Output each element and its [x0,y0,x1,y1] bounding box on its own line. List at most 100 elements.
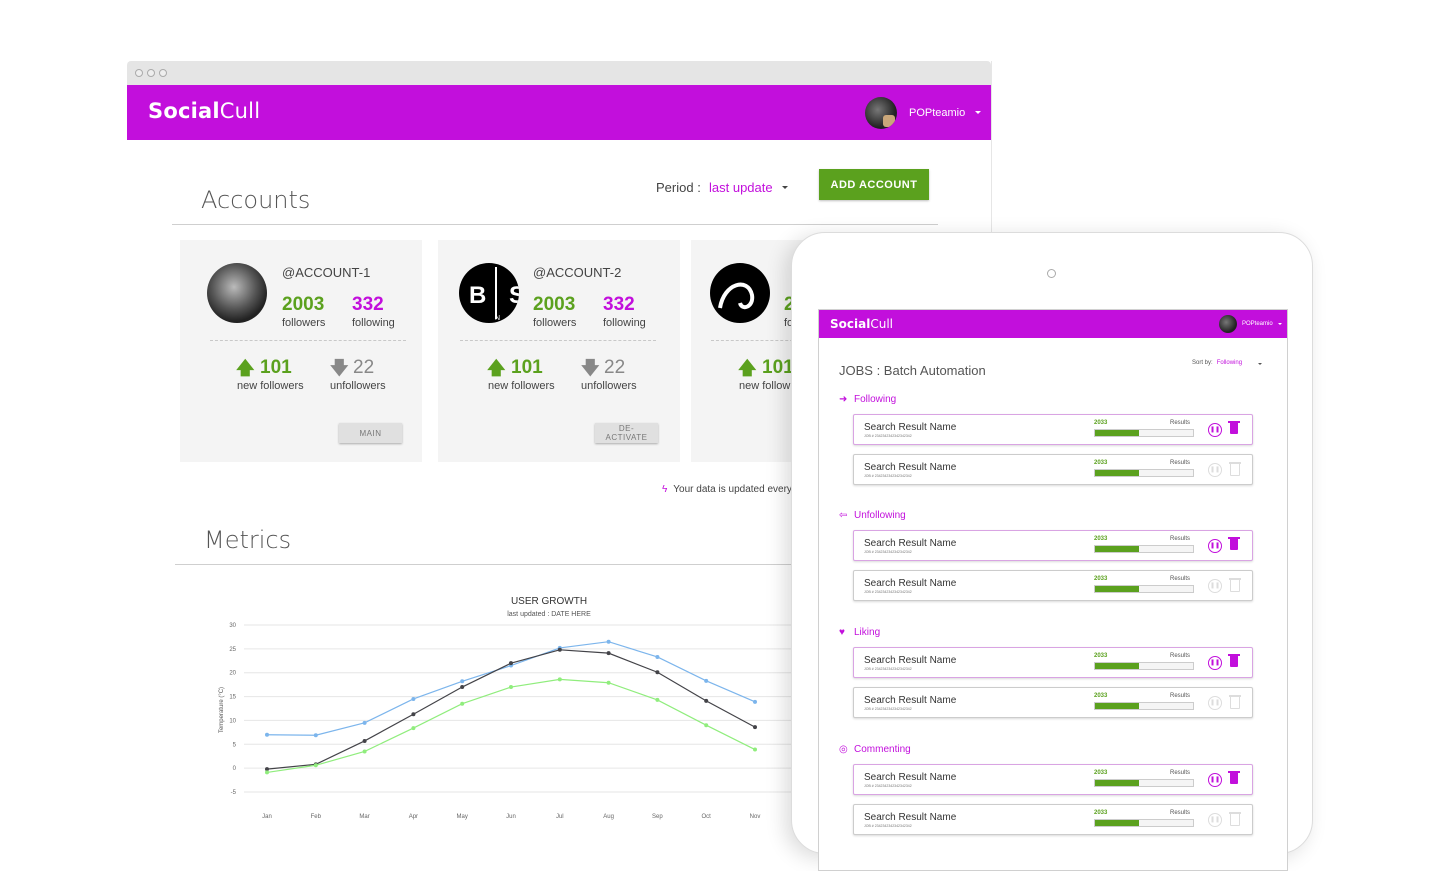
pause-icon[interactable]: ❚❚ [1208,696,1222,710]
app-logo[interactable]: SocialCull [148,99,260,123]
chevron-down-icon[interactable] [782,186,788,189]
sort-dropdown[interactable]: Sort by: Following [1192,360,1242,366]
job-name: Search Result Name [864,462,957,473]
window-minimize-dot[interactable] [147,69,155,77]
jobs-title: JOBS : Batch Automation [839,363,986,378]
top-navbar: SocialCull POPteamio [127,85,991,140]
deactivate-button[interactable]: DE-ACTIVATE [595,423,658,443]
trash-icon[interactable] [1228,654,1240,667]
job-row[interactable]: Search Result Name JOB # 2342342342342342… [853,570,1253,601]
job-count: 2033 [1094,460,1108,466]
data-point[interactable] [265,732,269,737]
data-point[interactable] [509,685,513,690]
chevron-down-icon[interactable] [975,111,981,114]
data-point[interactable] [265,767,269,772]
period-label: Period : [656,180,701,195]
user-avatar[interactable] [1219,315,1237,333]
trash-icon[interactable] [1229,578,1241,592]
user-name[interactable]: POPteamio [909,107,966,119]
account-avatar[interactable] [207,263,267,323]
data-point[interactable] [411,696,416,701]
trash-icon[interactable] [1229,462,1241,476]
pause-icon[interactable]: ❚❚ [1208,463,1222,477]
job-group-label: Commenting [854,744,911,755]
job-row[interactable]: Search Result Name JOB # 2342342342342342… [853,414,1253,445]
job-progress-fill [1095,663,1140,669]
job-row[interactable]: Search Result Name JOB # 2342342342342342… [853,687,1253,718]
pause-icon[interactable]: ❚❚ [1208,773,1222,787]
data-point[interactable] [557,677,562,682]
trash-icon[interactable] [1228,537,1240,550]
window-maximize-dot[interactable] [159,69,167,77]
data-point[interactable] [313,763,318,768]
pause-icon[interactable]: ❚❚ [1208,579,1222,593]
new-followers-count: 101 [762,357,794,378]
trash-icon[interactable] [1228,771,1240,784]
job-group-commenting[interactable]: ◎ Commenting [839,744,911,755]
job-group-unfollowing[interactable]: ⇦ Unfollowing [839,510,906,521]
job-progress-fill [1095,586,1140,592]
followers-label: fo [784,317,794,329]
y-axis-label: Temperature (°C) [219,687,225,733]
data-point[interactable] [753,747,757,752]
job-row[interactable]: Search Result Name JOB # 2342342342342342… [853,804,1253,835]
add-account-button[interactable]: ADD ACCOUNT [819,169,929,200]
job-group-liking[interactable]: ♥ Liking [839,627,880,638]
job-row[interactable]: Search Result Name JOB # 2342342342342342… [853,764,1253,795]
data-point[interactable] [655,670,660,675]
data-point[interactable] [557,647,562,652]
following-count: 332 [603,294,635,315]
data-point[interactable] [606,639,611,644]
main-button[interactable]: MAIN [339,423,402,443]
job-group-following[interactable]: ➜ Following [839,394,896,405]
data-point[interactable] [362,738,367,743]
chevron-down-icon[interactable] [1258,363,1262,365]
data-point[interactable] [655,697,660,702]
data-point[interactable] [704,678,709,683]
job-row[interactable]: Search Result Name JOB # 2342342342342342… [853,454,1253,485]
pause-icon[interactable]: ❚❚ [1208,656,1222,670]
data-point[interactable] [606,680,611,685]
data-point[interactable] [460,701,465,706]
trash-icon[interactable] [1228,421,1240,434]
job-progress-fill [1095,546,1140,552]
data-point[interactable] [753,699,757,704]
data-point[interactable] [313,733,318,738]
data-point[interactable] [460,679,465,684]
trash-icon[interactable] [1229,812,1241,826]
data-point[interactable] [362,720,367,725]
unfollowers-count: 22 [353,357,375,378]
pause-icon[interactable]: ❚❚ [1208,539,1222,553]
data-point[interactable] [606,651,611,656]
job-progress-bar [1094,545,1194,553]
data-point[interactable] [655,654,660,659]
data-point[interactable] [265,770,269,775]
data-point[interactable] [362,749,367,754]
job-row[interactable]: Search Result Name JOB # 2342342342342342… [853,647,1253,678]
new-followers-count: 101 [511,357,543,378]
sort-value[interactable]: Following [1216,360,1243,366]
account-handle[interactable]: @ACCOUNT-2 [533,265,622,280]
user-name[interactable]: POPteamio [1242,321,1273,327]
data-point[interactable] [509,661,513,666]
data-point[interactable] [460,685,465,690]
window-close-dot[interactable] [135,69,143,77]
job-name: Search Result Name [864,538,957,549]
data-point[interactable] [753,725,757,730]
tablet-logo[interactable]: SocialCull [830,317,893,331]
data-point[interactable] [411,712,416,717]
data-point[interactable] [704,723,709,728]
trash-icon[interactable] [1229,695,1241,709]
chevron-down-icon[interactable] [1278,323,1282,325]
unfollowers-count: 22 [604,357,626,378]
period-dropdown[interactable]: last update [709,180,773,195]
data-point[interactable] [704,698,709,703]
account-handle[interactable]: @ACCOUNT-1 [282,265,371,280]
pause-icon[interactable]: ❚❚ [1208,813,1222,827]
account-avatar[interactable] [710,263,770,323]
pause-icon[interactable]: ❚❚ [1208,423,1222,437]
data-point[interactable] [411,726,416,731]
job-row[interactable]: Search Result Name JOB # 2342342342342342… [853,530,1253,561]
user-avatar[interactable] [865,97,897,129]
